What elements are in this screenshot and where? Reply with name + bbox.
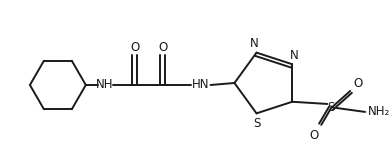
Text: N: N — [250, 37, 259, 50]
Text: O: O — [354, 77, 363, 90]
Text: NH: NH — [96, 79, 114, 91]
Text: S: S — [328, 101, 335, 114]
Text: S: S — [253, 117, 260, 130]
Text: NH₂: NH₂ — [368, 105, 390, 118]
Text: N: N — [290, 49, 299, 62]
Text: HN: HN — [192, 79, 209, 91]
Text: O: O — [310, 129, 319, 142]
Text: O: O — [130, 41, 139, 54]
Text: O: O — [158, 41, 167, 54]
